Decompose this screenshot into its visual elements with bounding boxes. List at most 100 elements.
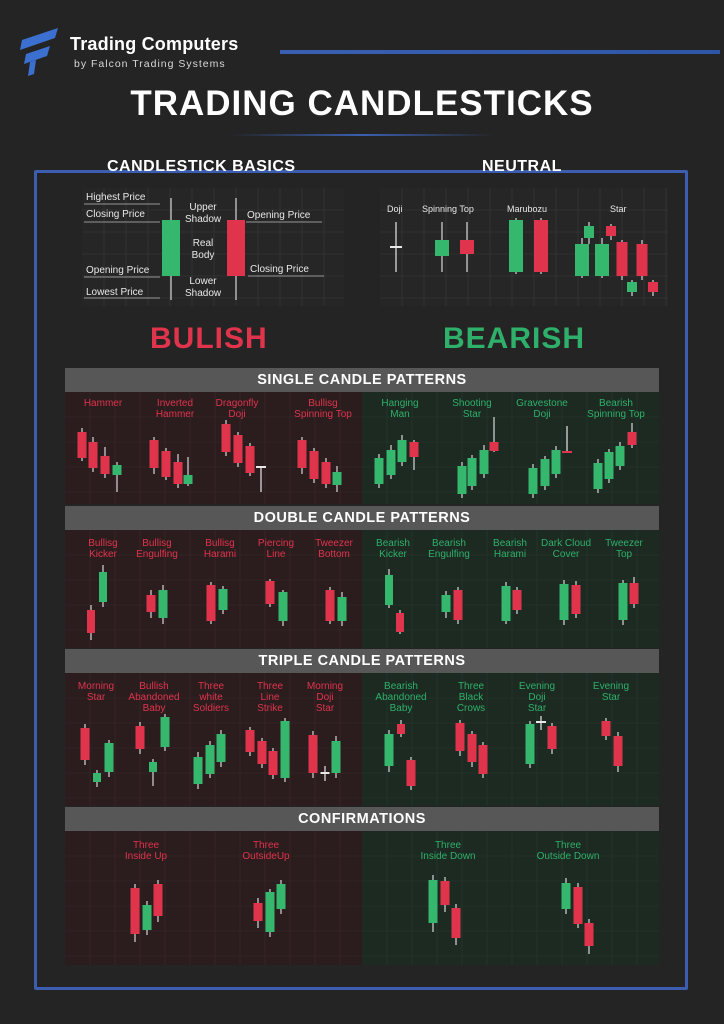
candle-46 [627,423,637,448]
title-underline [230,134,494,136]
candle-19 [149,437,159,474]
single-bull-label-0: Hammer [83,398,123,409]
candle-27 [297,437,307,474]
candle-6 [534,218,548,274]
candle-18 [112,462,122,492]
candle-95 [142,901,152,935]
candle-52 [218,586,228,614]
candle-24 [233,432,243,467]
candle-41 [551,446,561,478]
basics-panel [82,188,344,306]
candle-87 [467,731,477,767]
candle-80 [308,731,318,778]
candle-71 [149,759,157,786]
label-lower-shadow: Lower Shadow [185,276,222,299]
candle-14 [648,280,658,296]
double-bear-label-2: Bearish Harami [493,538,527,560]
neutral-label-marubozu: Marubozu [507,204,548,214]
basics-heading: CANDLESTICK BASICS [107,158,296,175]
candle-75 [216,730,226,767]
bear-panel-3 [362,831,659,965]
double-bull-label-4: Tweezer Bottom [315,538,353,560]
candle-56 [337,592,347,626]
candle-8 [575,238,589,278]
bearish-heading: BEARISH [443,322,586,355]
candle-94 [130,884,140,942]
double-bull-label-1: Bullisg Engulfing [136,538,178,560]
label-upper-shadow: Upper Shadow [185,202,222,225]
double-patterns-bar: DOUBLE CANDLE PATTERNS [65,506,659,530]
candle-22 [183,457,193,486]
label-opening-price-right: Opening Price [247,210,311,221]
candle-53 [265,579,275,607]
candle-17 [100,447,110,478]
candle-105 [584,919,594,954]
candle-12 [636,240,648,280]
single-bear-label-3: Bearish Spinning Top [587,398,645,420]
candle-43 [593,459,603,493]
candle-64 [571,581,581,618]
candle-55 [325,587,335,624]
candle-13 [627,280,637,296]
triple-bull-label-4: Morning Doji Star [306,681,344,714]
candle-2 [390,222,402,272]
confirm-bull-label-0: Three Inside Up [124,840,168,862]
candle-54 [278,590,288,626]
double-bull-label-3: Piercing Line [257,538,295,560]
candle-26 [256,466,266,492]
candle-23 [221,420,231,456]
candle-81 [320,766,330,781]
candle-42 [562,426,572,453]
candle-15 [77,428,87,461]
label-highest-price: Highest Price [86,192,146,203]
label-lowest-price: Lowest Price [86,287,144,298]
candle-93 [613,732,623,772]
candle-68 [93,770,101,787]
candle-101 [440,877,450,912]
candle-83 [384,730,394,772]
candle-76 [245,727,255,756]
candle-61 [501,582,511,624]
candle-86 [455,720,465,756]
candle-30 [332,466,342,492]
double-bear-label-0: Bearish Kicker [376,538,410,560]
candle-57 [385,569,393,608]
candle-74 [205,741,215,778]
candle-59 [441,591,451,618]
candle-70 [135,722,145,754]
candle-35 [457,462,467,498]
bullish-heading: BULISH [150,322,268,355]
label-opening-price-left: Opening Price [86,265,150,276]
candle-50 [158,585,168,624]
candle-10 [606,224,616,240]
candle-77 [257,738,267,768]
label-closing-price-left: Closing Price [86,209,145,220]
bull-panel-3 [65,831,362,965]
candle-88 [478,742,488,778]
brand-subtitle: by Falcon Trading Systems [74,58,226,70]
candle-91 [547,723,557,754]
double-bear-label-3: Dark Cloud Cover [540,538,592,560]
candle-44 [604,449,614,483]
candle-28 [309,448,319,483]
double-bull-label-0: Bullisg Kicker [88,538,118,560]
candle-21 [173,454,183,488]
candle-73 [193,752,203,789]
candle-5 [509,218,523,274]
candle-33 [397,435,407,466]
candle-38 [489,417,499,452]
triple-bull-label-2: Three white Soldiers [192,681,230,714]
candle-92 [601,718,611,740]
single-bull-label-1: Inverted Hammer [155,398,195,420]
candle-7 [584,222,594,244]
brand-title: Trading Computers [70,34,239,54]
triple-bull-label-1: Bullish Abandoned Baby [128,681,180,714]
neutral-label-doji: Doji [387,204,403,214]
triple-bear-label-2: Evening Doji Star [518,681,556,714]
candle-72 [160,714,170,751]
candle-82 [331,736,341,778]
single-bear-label-0: Hanging Man [381,398,419,420]
double-bear-label-1: Bearish Engulfing [428,538,470,560]
candle-39 [528,464,538,498]
